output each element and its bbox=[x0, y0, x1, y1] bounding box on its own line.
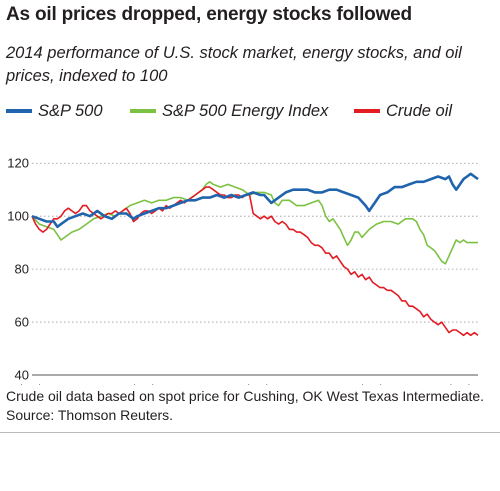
legend: S&P 500 S&P 500 Energy Index Crude oil bbox=[6, 102, 496, 124]
legend-label-energy: S&P 500 Energy Index bbox=[162, 102, 329, 120]
legend-swatch-energy bbox=[130, 108, 156, 113]
x-tick-label: 6/30/14 bbox=[238, 382, 281, 385]
grid bbox=[32, 162, 478, 376]
legend-swatch-sp500 bbox=[6, 108, 32, 113]
y-tick-label: 60 bbox=[15, 315, 29, 330]
source-note: Source: Thomson Reuters. bbox=[6, 407, 174, 423]
y-tick-label: 80 bbox=[15, 262, 29, 277]
chart-subtitle: 2014 performance of U.S. stock market, e… bbox=[6, 44, 462, 85]
x-tick-label: 3/31/14 bbox=[124, 382, 167, 385]
footnote-line-1: Crude oil data based on spot price for C… bbox=[6, 388, 485, 404]
legend-label-sp500: S&P 500 bbox=[38, 102, 103, 120]
legend-item-energy: S&P 500 Energy Index bbox=[130, 102, 328, 121]
legend-item-sp500: S&P 500 bbox=[6, 102, 103, 121]
legend-item-crude: Crude oil bbox=[354, 102, 452, 121]
footnote: Crude oil data based on spot price for C… bbox=[6, 387, 496, 425]
x-tick-label: 12/31/14 bbox=[433, 382, 484, 385]
legend-label-crude: Crude oil bbox=[386, 102, 453, 120]
x-tick-label: 12/31/13 bbox=[4, 382, 55, 385]
x-axis-ticks: 12/31/13 3/31/14 6/30/14 9/30/14 12/31/14 bbox=[4, 382, 484, 385]
y-tick-label: 40 bbox=[15, 368, 29, 383]
bottom-rule bbox=[0, 432, 500, 433]
y-tick-label: 100 bbox=[7, 209, 29, 224]
series-line-crude bbox=[31, 186, 479, 337]
series-line-sp500 bbox=[31, 172, 479, 229]
series bbox=[31, 172, 479, 337]
y-tick-label: 120 bbox=[7, 156, 29, 171]
line-chart: 40 60 80 100 120 12/31/13 3/31/14 6/30/14 9/30/… bbox=[4, 156, 484, 385]
y-axis-ticks: 40 60 80 100 120 bbox=[7, 156, 29, 383]
legend-swatch-crude bbox=[354, 108, 380, 113]
chart-title: As oil prices dropped, energy stocks fol… bbox=[6, 4, 412, 25]
x-tick-label: 9/30/14 bbox=[352, 382, 395, 385]
